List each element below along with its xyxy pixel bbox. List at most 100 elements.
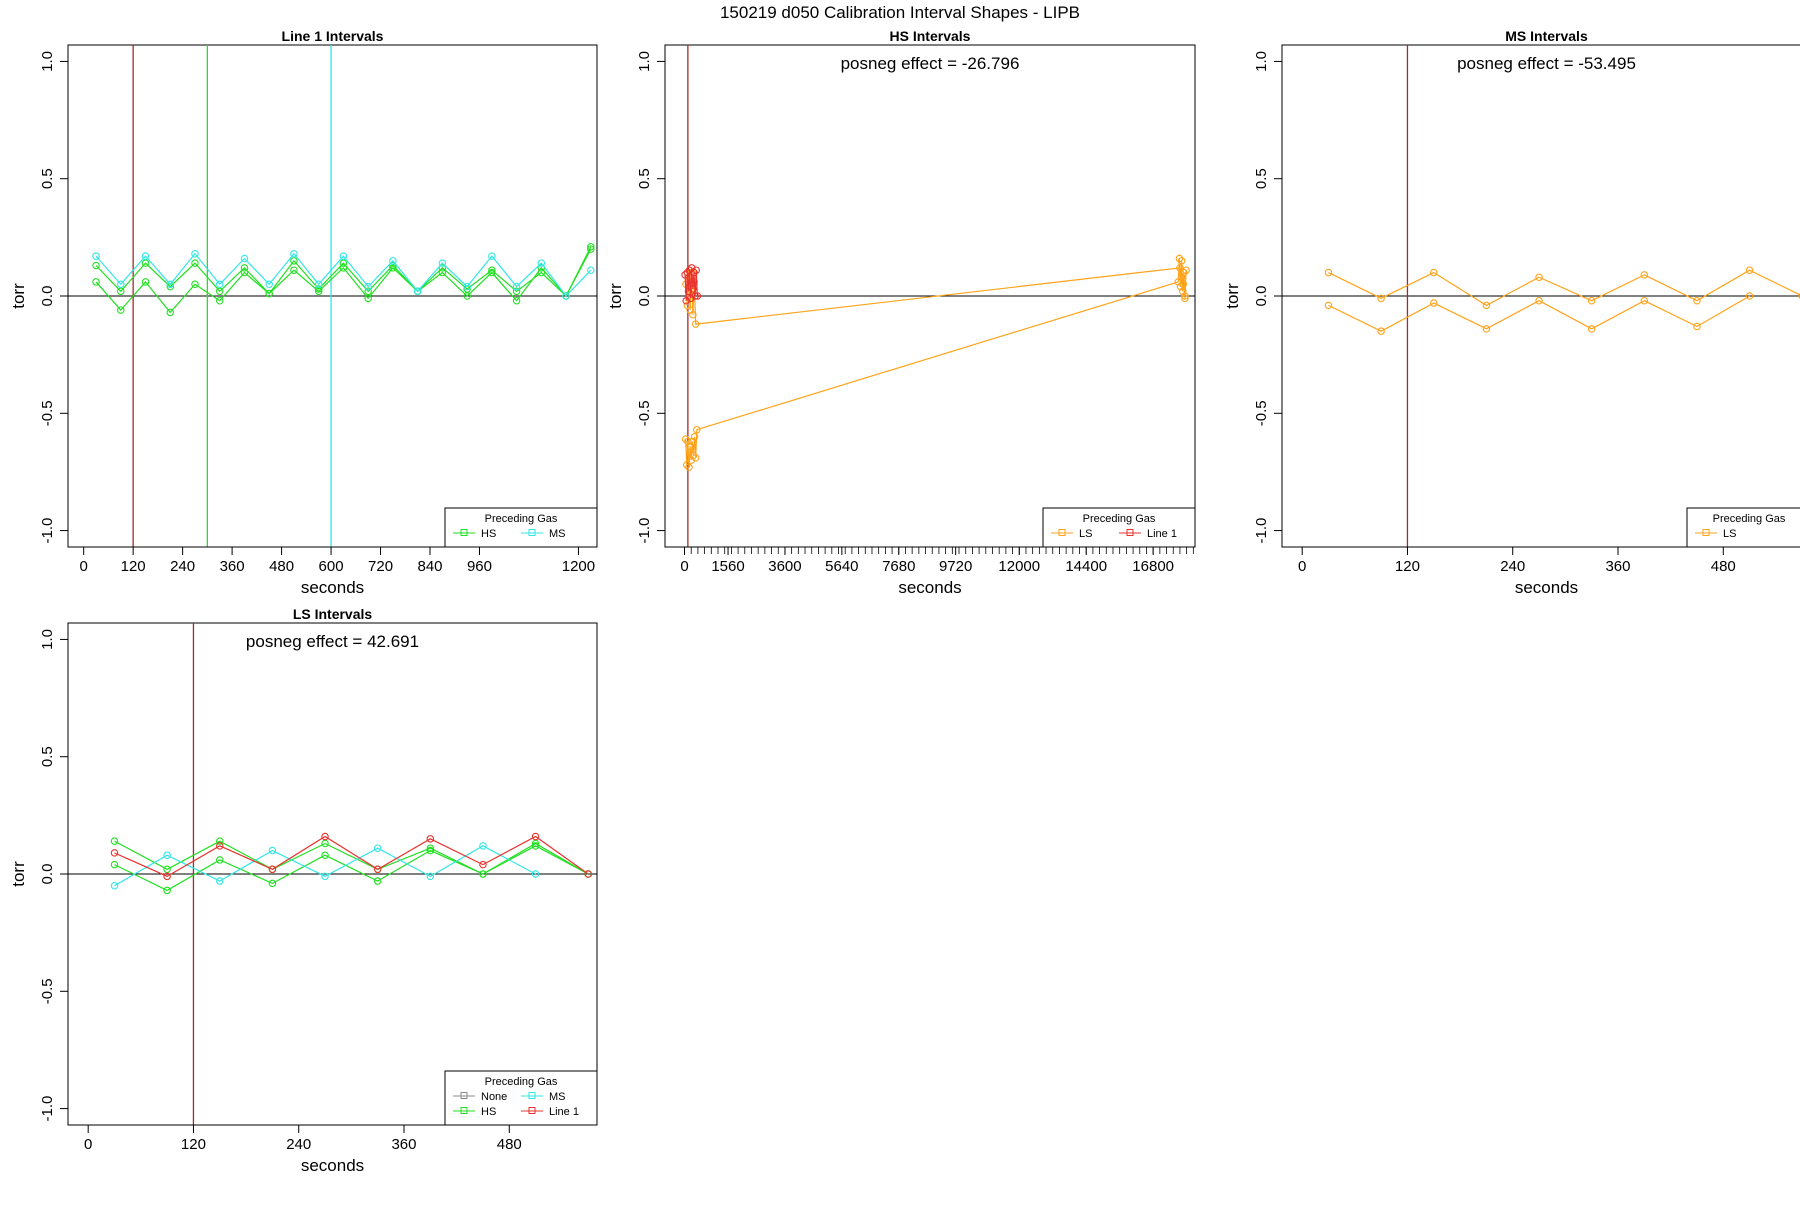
legend-marker bbox=[1126, 529, 1134, 536]
posneg-annotation: posneg effect = 42.691 bbox=[246, 632, 419, 651]
series-line bbox=[685, 258, 1187, 468]
data-point bbox=[689, 285, 697, 293]
y-axis-label: torr bbox=[606, 283, 625, 309]
legend-item-label: Line 1 bbox=[1147, 528, 1177, 540]
data-point bbox=[290, 250, 298, 258]
data-point bbox=[689, 451, 698, 460]
y-tick-label: 0.0 bbox=[636, 286, 653, 307]
data-point bbox=[373, 877, 382, 885]
data-point bbox=[426, 844, 435, 852]
data-point bbox=[268, 879, 277, 888]
legend-box bbox=[1042, 507, 1196, 548]
data-point bbox=[191, 250, 199, 258]
data-point bbox=[1482, 301, 1491, 310]
data-point bbox=[1587, 296, 1596, 305]
x-tick-label: 9720 bbox=[939, 558, 972, 575]
data-point bbox=[691, 292, 699, 300]
y-axis-label: torr bbox=[1223, 283, 1242, 309]
data-point bbox=[690, 268, 698, 277]
data-point bbox=[512, 282, 521, 291]
legend-item-label: HS bbox=[481, 1106, 496, 1118]
data-point bbox=[512, 287, 521, 296]
legend-marker bbox=[528, 529, 536, 536]
data-point bbox=[1745, 292, 1754, 300]
data-point bbox=[110, 837, 119, 845]
data-point bbox=[117, 306, 125, 314]
data-point bbox=[1324, 268, 1333, 277]
data-point bbox=[688, 264, 696, 272]
series-ms bbox=[110, 842, 540, 890]
data-point bbox=[1693, 322, 1701, 331]
data-point bbox=[314, 280, 323, 289]
data-point bbox=[290, 257, 298, 265]
data-point bbox=[339, 259, 348, 267]
data-point bbox=[1377, 327, 1385, 335]
data-point bbox=[373, 844, 382, 852]
series-line bbox=[95, 248, 592, 314]
data-point bbox=[688, 437, 697, 446]
data-point bbox=[681, 271, 689, 279]
data-point bbox=[1179, 280, 1188, 289]
chart-title: Line 1 Intervals bbox=[282, 28, 384, 44]
data-point bbox=[512, 296, 521, 305]
data-point bbox=[693, 425, 701, 434]
data-point bbox=[92, 278, 100, 286]
x-tick-label: 1200 bbox=[562, 558, 595, 575]
data-point bbox=[438, 268, 447, 277]
x-tick-label: 14400 bbox=[1065, 558, 1107, 575]
x-tick-label: 480 bbox=[269, 558, 294, 575]
data-point bbox=[1176, 264, 1184, 272]
series-line bbox=[114, 835, 589, 878]
data-point bbox=[438, 264, 447, 272]
x-tick-label: 12000 bbox=[998, 558, 1040, 575]
legend-item-label: Line 1 bbox=[549, 1106, 579, 1118]
data-point bbox=[92, 252, 100, 260]
data-point bbox=[413, 287, 422, 296]
data-point bbox=[290, 266, 298, 274]
data-point bbox=[692, 266, 700, 274]
data-point bbox=[216, 837, 224, 845]
data-point bbox=[1177, 257, 1186, 265]
data-point bbox=[364, 287, 372, 296]
data-point bbox=[682, 296, 690, 305]
chart-panel-4: LS Intervals 0 120 240 360 480 seconds -1.0 -0.5… bbox=[9, 606, 598, 1175]
x-tick-label: 600 bbox=[319, 558, 344, 575]
data-point bbox=[1535, 296, 1543, 305]
x-tick-label: 120 bbox=[121, 558, 146, 575]
data-point bbox=[1587, 325, 1596, 333]
y-tick-label: 1.0 bbox=[39, 629, 56, 650]
x-tick-label: 16800 bbox=[1132, 558, 1174, 575]
legend: Preceding Gas LS Line 1 bbox=[1042, 507, 1196, 548]
series-hs bbox=[110, 839, 592, 895]
legend-item-label: LS bbox=[1079, 528, 1092, 540]
legend-box bbox=[444, 1070, 598, 1126]
legend-marker bbox=[1702, 529, 1710, 536]
data-point bbox=[1324, 301, 1333, 310]
data-point bbox=[166, 280, 175, 289]
data-point bbox=[426, 872, 435, 881]
y-tick-label: 0.5 bbox=[39, 168, 56, 189]
posneg-annotation: posneg effect = -26.796 bbox=[841, 54, 1020, 73]
y-tick-label: 0.0 bbox=[39, 864, 56, 885]
legend-marker bbox=[1058, 529, 1066, 536]
data-point bbox=[562, 292, 570, 300]
chart-title: MS Intervals bbox=[1505, 28, 1588, 44]
data-point bbox=[684, 287, 693, 296]
data-point bbox=[684, 437, 692, 446]
y-axis-label: torr bbox=[9, 283, 28, 309]
y-tick-label: -1.0 bbox=[39, 518, 56, 544]
series-line-1 bbox=[681, 264, 702, 305]
data-point bbox=[373, 865, 382, 874]
y-tick-label: -1.0 bbox=[39, 1096, 56, 1122]
data-point bbox=[479, 870, 487, 878]
data-point bbox=[321, 851, 329, 859]
posneg-annotation: posneg effect = -53.495 bbox=[1457, 54, 1636, 73]
x-tick-label: 3600 bbox=[768, 558, 801, 575]
data-point bbox=[141, 278, 150, 286]
legend: Preceding Gas HS MS bbox=[444, 507, 598, 548]
legend-title: Preceding Gas bbox=[1083, 513, 1156, 525]
data-point bbox=[531, 870, 540, 878]
data-point bbox=[1693, 296, 1701, 305]
legend-marker bbox=[528, 1092, 536, 1099]
